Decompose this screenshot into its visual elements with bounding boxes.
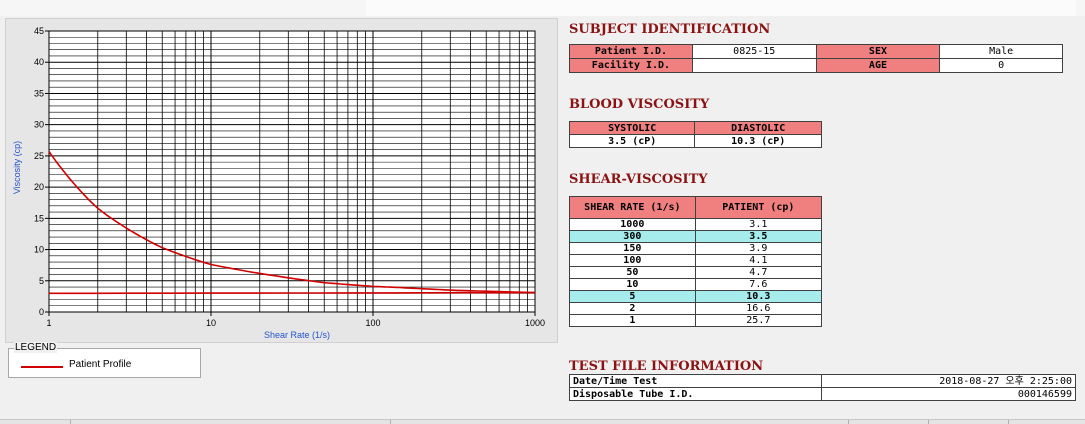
shear-rate-cell: 50 bbox=[569, 266, 696, 279]
test-file-information-title: TEST FILE INFORMATION bbox=[569, 359, 764, 374]
blood-viscosity-title: BLOOD VISCOSITY bbox=[569, 97, 710, 112]
shear-rate-cell: 5 bbox=[569, 290, 696, 303]
table-row: 2 16.6 bbox=[569, 302, 823, 315]
patient-cp-cell: 3.1 bbox=[694, 218, 823, 231]
date-time-test-label: Date/Time Test bbox=[569, 374, 822, 388]
shear-rate-cell: 100 bbox=[569, 254, 696, 267]
patient-profile-series-line bbox=[48, 151, 536, 294]
age-label: AGE bbox=[815, 58, 941, 73]
date-time-test-value: 2018-08-27 오후 2:25:00 bbox=[821, 374, 1076, 388]
table-row: 50 4.7 bbox=[569, 266, 823, 279]
status-bar bbox=[0, 419, 1085, 424]
viscosity-chart-panel: 0 5 10 15 20 25 30 35 40 45 1 10 100 1000 Shear Rate (… bbox=[5, 18, 558, 343]
facility-id-label: Facility I.D. bbox=[569, 58, 693, 73]
shear-rate-cell: 2 bbox=[569, 302, 696, 315]
patient-cp-cell: 4.1 bbox=[694, 254, 823, 267]
patient-cp-cell: 25.7 bbox=[694, 314, 823, 327]
disposable-tube-id-label: Disposable Tube I.D. bbox=[569, 387, 822, 401]
systolic-label: SYSTOLIC bbox=[568, 121, 696, 135]
table-row: 1 25.7 bbox=[569, 314, 823, 327]
patient-cp-cell: 7.6 bbox=[694, 278, 823, 291]
x-axis-title: Shear Rate (1/s) bbox=[264, 330, 330, 340]
age-value: 0 bbox=[939, 58, 1063, 73]
y-tick-label: 5 bbox=[39, 276, 44, 286]
facility-id-value bbox=[691, 58, 817, 73]
systolic-value: 3.5 (cP) bbox=[568, 134, 696, 148]
shear-rate-cell: 1 bbox=[569, 314, 696, 327]
patient-id-label: Patient I.D. bbox=[569, 44, 693, 59]
y-tick-label: 35 bbox=[34, 88, 44, 98]
table-row-highlighted: 5 10.3 bbox=[569, 290, 823, 303]
x-tick-label: 1000 bbox=[525, 318, 545, 328]
top-strip-light bbox=[366, 0, 1076, 16]
reference-series-line bbox=[49, 291, 536, 295]
patient-cp-cell: 16.6 bbox=[694, 302, 823, 315]
x-tick-label: 1 bbox=[46, 318, 51, 328]
y-tick-label: 30 bbox=[34, 120, 44, 130]
table-row: 100 4.1 bbox=[569, 254, 823, 267]
status-bar-divider bbox=[848, 420, 849, 424]
subject-table: Patient I.D. 0825-15 SEX Male Facility I… bbox=[569, 44, 1063, 73]
shear-viscosity-title: SHEAR-VISCOSITY bbox=[569, 172, 708, 187]
status-bar-divider bbox=[70, 420, 71, 424]
legend-label: Patient Profile bbox=[69, 359, 132, 370]
legend-title: LEGEND bbox=[14, 342, 58, 353]
shear-rate-header: SHEAR RATE (1/s) bbox=[569, 196, 696, 219]
y-tick-label: 0 bbox=[39, 307, 44, 317]
status-bar-divider bbox=[1008, 420, 1009, 424]
table-row: 1000 3.1 bbox=[569, 218, 823, 231]
patient-id-value: 0825-15 bbox=[691, 44, 817, 59]
y-tick-label: 40 bbox=[34, 57, 44, 67]
sex-label: SEX bbox=[815, 44, 941, 59]
x-tick-label: 100 bbox=[365, 318, 380, 328]
y-axis-title: Viscosity (cp) bbox=[12, 141, 22, 194]
patient-cp-cell: 10.3 bbox=[694, 290, 823, 303]
y-tick-label: 25 bbox=[34, 151, 44, 161]
plot-area bbox=[49, 31, 535, 312]
subject-identification-title: SUBJECT IDENTIFICATION bbox=[569, 22, 771, 37]
patient-cp-cell: 3.5 bbox=[694, 230, 823, 243]
y-tick-label: 10 bbox=[34, 245, 44, 255]
diastolic-value: 10.3 (cP) bbox=[694, 134, 822, 148]
disposable-tube-id-value: 000146599 bbox=[821, 387, 1076, 401]
status-bar-divider bbox=[390, 420, 391, 424]
test-file-table: Date/Time Test 2018-08-27 오후 2:25:00 Dis… bbox=[569, 374, 1076, 401]
viscosity-chart: 0 5 10 15 20 25 30 35 40 45 1 10 100 1000 Shear Rate (… bbox=[12, 26, 545, 340]
table-row: 10 7.6 bbox=[569, 278, 823, 291]
patient-cp-header: PATIENT (cp) bbox=[694, 196, 823, 219]
table-row: 150 3.9 bbox=[569, 242, 823, 255]
legend-line-swatch bbox=[21, 366, 63, 368]
shear-rate-cell: 10 bbox=[569, 278, 696, 291]
table-row-highlighted: 300 3.5 bbox=[569, 230, 823, 243]
status-bar-divider bbox=[928, 420, 929, 424]
y-tick-label: 20 bbox=[34, 182, 44, 192]
blood-viscosity-table: SYSTOLIC DIASTOLIC 3.5 (cP) 10.3 (cP) bbox=[568, 121, 822, 148]
shear-rate-cell: 300 bbox=[569, 230, 696, 243]
top-strip bbox=[0, 0, 1085, 16]
x-tick-label: 10 bbox=[206, 318, 216, 328]
y-tick-label: 45 bbox=[34, 26, 44, 36]
patient-cp-cell: 4.7 bbox=[694, 266, 823, 279]
y-tick-label: 15 bbox=[34, 213, 44, 223]
plot-border bbox=[48, 30, 536, 313]
sex-value: Male bbox=[939, 44, 1063, 59]
legend-box: LEGEND Patient Profile bbox=[8, 342, 201, 378]
diastolic-label: DIASTOLIC bbox=[694, 121, 822, 135]
shear-rate-cell: 150 bbox=[569, 242, 696, 255]
shear-viscosity-table: SHEAR RATE (1/s) PATIENT (cp) 1000 3.1 30… bbox=[569, 196, 823, 327]
patient-cp-cell: 3.9 bbox=[694, 242, 823, 255]
shear-rate-cell: 1000 bbox=[569, 218, 696, 231]
